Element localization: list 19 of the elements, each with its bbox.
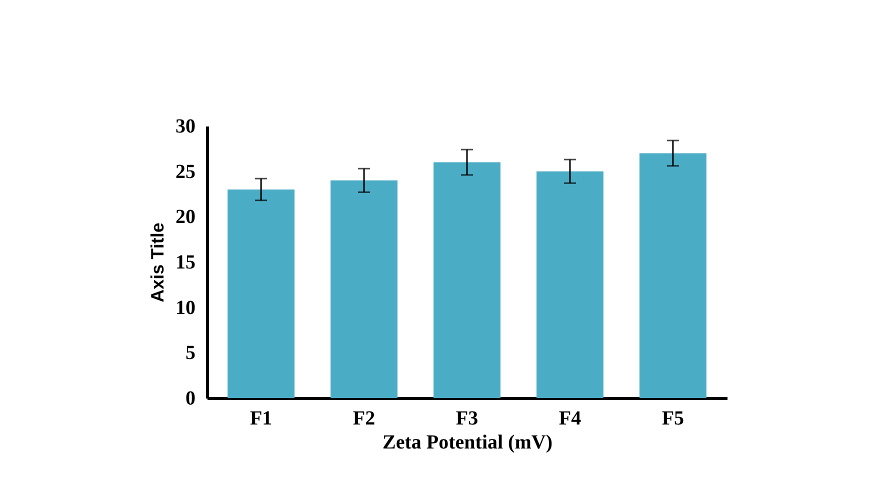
x-tick-label: F4 xyxy=(558,408,582,430)
y-tick-label: 10 xyxy=(176,296,196,319)
bar xyxy=(228,189,295,398)
y-tick-label: 0 xyxy=(186,388,196,410)
x-tick-label: F5 xyxy=(662,408,684,430)
y-axis-title: Axis Title xyxy=(148,222,168,302)
y-tick-label: 30 xyxy=(176,116,196,138)
x-axis-title: Zeta Potential (mV) xyxy=(382,432,552,454)
x-tick-label: F3 xyxy=(456,408,478,430)
x-tick-label: F1 xyxy=(250,408,272,430)
y-tick-label: 25 xyxy=(176,160,196,183)
x-tick-label: F2 xyxy=(352,408,376,430)
y-tick-label: 5 xyxy=(186,342,196,364)
y-tick-label: 15 xyxy=(176,252,196,274)
y-tick-label: 20 xyxy=(176,206,196,228)
bar xyxy=(639,153,706,398)
bar xyxy=(330,180,398,398)
bar xyxy=(434,162,500,398)
bar xyxy=(536,171,604,398)
